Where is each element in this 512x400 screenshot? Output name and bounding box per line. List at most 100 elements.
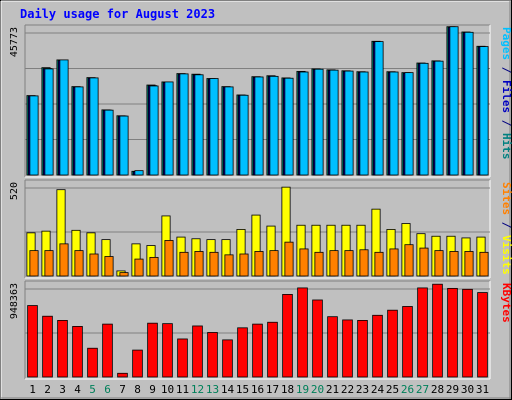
chart-title: Daily usage for August 2023 [20,7,215,21]
kbytes-bar-kbytes-day-24 [372,314,383,378]
kbytes-bar-kbytes-day-30 [462,288,473,378]
kbytes-bar-kbytes-day-21 [327,316,338,378]
hits-bar-pages-day-31 [479,46,489,176]
kbytes-bar-kbytes-day-29 [447,287,458,378]
hits-axis-label-part: / [500,113,512,133]
hits-axis-label-part: Files [500,80,512,113]
kbytes-axis-label-part: KBytes [500,283,512,323]
visits-bar-sites-day-18 [284,241,294,277]
x-tick-label-day-1: 1 [29,383,36,396]
kbytes-bar-kbytes-day-9 [147,322,158,378]
visits-axis-label-part: Sites [500,182,512,215]
hits-bar-pages-day-6 [104,109,114,176]
x-tick-label-day-20: 20 [311,383,324,396]
visits-bar-sites-day-16 [254,251,264,277]
hits-bar-pages-day-24 [374,41,384,176]
hits-bar-pages-day-19 [299,71,309,176]
x-tick-label-day-3: 3 [59,383,66,396]
x-tick-label-day-14: 14 [221,383,235,396]
visits-bar-sites-day-19 [299,248,309,277]
x-axis-day-labels: 1 2 3 4 5 6 7 8 9 10 11 12 13 14 15 16 17 18 19 20 21 22 23 24 2… [29,383,489,396]
x-tick-label-day-31: 31 [476,383,489,396]
kbytes-bar-kbytes-day-6 [102,323,113,378]
kbytes-bar-kbytes-day-28 [432,283,443,378]
hits-bar-pages-day-21 [329,69,339,176]
hits-bar-pages-day-5 [89,77,99,176]
x-tick-label-day-19: 19 [296,383,309,396]
kbytes-bar-kbytes-day-7 [117,372,128,378]
visits-bar-sites-day-29 [449,251,459,277]
visits-bar-sites-day-17 [269,250,279,277]
hits-bar-pages-day-11 [179,73,189,176]
hits-bar-pages-day-23 [359,71,369,176]
kbytes-panel: 948363 KBytes [9,280,512,380]
hits-bar-pages-day-4 [74,86,84,176]
x-tick-label-day-2: 2 [44,383,51,396]
hits-ymax-label: 45773 [9,27,20,57]
x-tick-label-day-11: 11 [176,383,189,396]
kbytes-ymax-label: 948363 [9,283,20,319]
x-tick-label-day-6: 6 [104,383,111,396]
visits-bar-sites-day-15 [239,253,249,277]
kbytes-bar-kbytes-day-22 [342,319,353,378]
hits-bar-pages-day-8 [134,170,144,176]
kbytes-axis-label: KBytes [500,283,512,323]
hits-bar-pages-day-20 [314,68,324,176]
hits-bar-pages-day-16 [254,76,264,176]
hits-bar-pages-day-22 [344,70,354,176]
visits-bar-sites-day-8 [134,258,144,277]
kbytes-bar-kbytes-day-11 [177,338,188,378]
visits-bar-sites-day-10 [164,240,174,277]
hits-bar-pages-day-15 [239,94,249,176]
kbytes-bar-kbytes-day-20 [312,299,323,378]
hits-bar-pages-day-14 [224,86,234,176]
kbytes-bar-kbytes-day-26 [402,306,413,378]
x-tick-label-day-25: 25 [386,383,399,396]
hits-bar-pages-day-2 [44,68,54,176]
x-tick-label-day-18: 18 [281,383,294,396]
x-tick-label-day-23: 23 [356,383,369,396]
visits-bar-sites-day-31 [479,251,489,277]
kbytes-bar-kbytes-day-18 [282,294,293,378]
hits-bar-pages-day-29 [449,26,459,176]
kbytes-bar-kbytes-day-16 [252,323,263,378]
hits-bar-pages-day-30 [464,31,474,176]
hits-bar-pages-day-28 [434,60,444,176]
visits-bar-sites-day-26 [404,244,414,277]
visits-bar-sites-day-25 [389,248,399,277]
hits-bar-pages-day-3 [59,59,69,176]
visits-bar-sites-day-28 [434,250,444,277]
kbytes-bar-kbytes-day-27 [417,287,428,378]
x-tick-label-day-9: 9 [149,383,156,396]
hits-bar-pages-day-10 [164,81,174,176]
hits-bar-pages-day-9 [149,85,159,176]
kbytes-bar-kbytes-day-17 [267,321,278,378]
kbytes-bar-kbytes-day-13 [207,332,218,378]
x-tick-label-day-21: 21 [326,383,339,396]
x-tick-label-day-10: 10 [161,383,174,396]
kbytes-bar-kbytes-day-2 [42,315,53,378]
hits-axis-label-part: / [500,60,512,80]
visits-bar-sites-day-30 [464,251,474,277]
hits-bar-pages-day-1 [29,95,39,176]
hits-axis-label: Pages / Files / Hits [500,27,512,160]
kbytes-bar-kbytes-day-31 [477,292,488,378]
visits-bar-sites-day-13 [209,251,219,277]
visits-ymax-label: 520 [9,182,20,200]
hits-axis-label-part: Hits [500,133,512,160]
visits-bar-sites-day-24 [374,251,384,277]
x-tick-label-day-5: 5 [89,383,96,396]
kbytes-bar-kbytes-day-15 [237,327,248,378]
x-tick-label-day-22: 22 [341,383,354,396]
x-tick-label-day-12: 12 [191,383,204,396]
visits-panel: 520 Sites / Visits [9,179,512,279]
hits-bar-pages-day-7 [119,115,129,176]
visits-bar-sites-day-22 [344,250,354,277]
visits-bar-sites-day-5 [89,253,99,277]
x-tick-label-day-8: 8 [134,383,141,396]
visits-bar-sites-day-9 [149,256,159,277]
x-tick-label-day-29: 29 [446,383,459,396]
visits-bar-sites-day-7 [119,272,129,277]
visits-axis-label-part: / [500,215,512,235]
